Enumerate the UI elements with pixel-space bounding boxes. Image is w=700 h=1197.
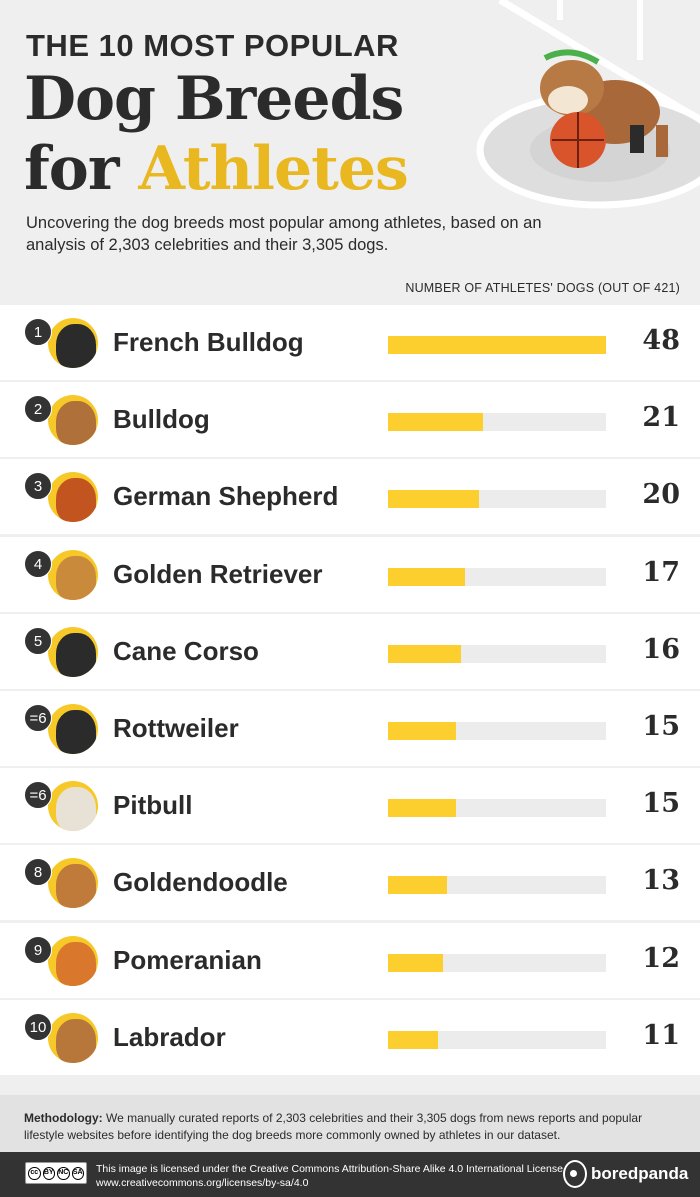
cc-icon: cc	[28, 1166, 41, 1180]
sa-icon: SA	[71, 1166, 84, 1180]
table-row: 5 Cane Corso 16	[0, 613, 700, 689]
license-text: This image is licensed under the Creativ…	[96, 1162, 563, 1190]
boredpanda-logo[interactable]: boredpanda	[563, 1160, 688, 1188]
table-row: 8 Goldendoodle 13	[0, 845, 700, 921]
rank-badge: =6	[24, 781, 52, 810]
by-icon: BY	[42, 1166, 55, 1180]
breed-name: Pomeranian	[113, 944, 262, 975]
footer: cc BY NC SA This image is licensed under…	[0, 1152, 700, 1197]
breed-name: Cane Corso	[113, 635, 259, 666]
table-row: 10 Labrador 11	[0, 999, 700, 1075]
bar	[388, 490, 479, 509]
data-label: 12	[642, 942, 680, 974]
data-label: 17	[642, 556, 680, 588]
bar	[388, 413, 484, 432]
basketball-court-dog-illustration	[476, 0, 700, 209]
bar-track	[388, 413, 606, 432]
data-label: 13	[642, 865, 680, 897]
data-label: 15	[642, 788, 680, 820]
bar	[388, 336, 606, 354]
breed-name: Golden Retriever	[113, 558, 323, 589]
title-prefix: for	[24, 134, 119, 204]
labrador-icon	[48, 1012, 98, 1063]
panda-icon	[563, 1160, 587, 1188]
title-accent: Athletes	[138, 134, 408, 204]
goldendoodle-icon	[48, 858, 98, 909]
bar	[388, 644, 461, 663]
table-row: 9 Pomeranian 12	[0, 922, 700, 998]
breed-name: Rottweiler	[113, 712, 239, 743]
license-link[interactable]: www.creativecommons.org/licenses/by-sa/4…	[96, 1177, 309, 1189]
rank-badge: 8	[24, 858, 52, 887]
data-label: 11	[642, 1019, 680, 1051]
pitbull-icon	[48, 781, 98, 832]
rottweiler-icon	[48, 703, 98, 754]
methodology-label: Methodology:	[24, 1111, 103, 1125]
bar	[388, 1030, 438, 1049]
data-label: 15	[642, 710, 680, 742]
breed-name: French Bulldog	[113, 327, 304, 357]
brand-name: boredpanda	[591, 1164, 689, 1183]
breed-name: Pitbull	[113, 790, 193, 821]
table-row: 3 German Shepherd 20	[0, 459, 700, 535]
rank-badge: 5	[24, 626, 52, 655]
table-row: =6 Pitbull 15	[0, 768, 700, 844]
bar	[388, 567, 466, 586]
cane-corso-icon	[48, 626, 98, 677]
bar-track	[388, 567, 606, 586]
rank-badge: 2	[24, 395, 52, 424]
bar	[388, 721, 457, 740]
nc-icon: NC	[57, 1166, 70, 1180]
bar-track	[388, 1030, 606, 1049]
kicker: THE 10 MOST POPULAR	[26, 28, 399, 63]
bar	[388, 799, 457, 818]
breed-name: Goldendoodle	[113, 867, 288, 898]
bar-track	[388, 336, 606, 354]
breed-name: Bulldog	[113, 404, 210, 435]
rank-badge: 10	[24, 1012, 52, 1041]
methodology-text: We manually curated reports of 2,303 cel…	[24, 1111, 643, 1142]
table-row: =6 Rottweiler 15	[0, 690, 700, 766]
title-line2: for Athletes	[24, 134, 409, 204]
breed-name: German Shepherd	[113, 481, 339, 512]
pomeranian-icon	[48, 935, 98, 986]
table-row: 4 Golden Retriever 17	[0, 536, 700, 612]
bar	[388, 876, 448, 895]
rank-badge: 1	[24, 318, 52, 346]
license-line: This image is licensed under the Creativ…	[96, 1163, 563, 1175]
bulldog-icon	[48, 395, 98, 446]
title-line1: Dog Breeds	[24, 64, 404, 134]
bar-track	[388, 953, 606, 972]
bar-track	[388, 644, 606, 663]
header: THE 10 MOST POPULAR Dog Breeds for Athle…	[0, 0, 700, 305]
german-shepherd-icon	[48, 472, 98, 523]
data-label: 21	[642, 402, 680, 434]
french-bulldog-icon	[48, 318, 98, 368]
table-row: 1 French Bulldog 48	[0, 305, 700, 380]
subtitle: Uncovering the dog breeds most popular a…	[26, 214, 542, 254]
bar-chart: 1 French Bulldog 48 2 Bulldog 21 3 Germa…	[0, 305, 700, 1077]
golden-retriever-icon	[48, 549, 98, 600]
bar-track	[388, 490, 606, 509]
rank-badge: 4	[24, 549, 52, 578]
data-label: 16	[642, 633, 680, 665]
rank-badge: =6	[24, 703, 52, 732]
breed-name: Labrador	[113, 1021, 226, 1052]
methodology: Methodology: We manually curated reports…	[0, 1095, 700, 1152]
bar-track	[388, 876, 606, 895]
creative-commons-icon: cc BY NC SA	[25, 1162, 87, 1184]
data-label: 48	[642, 325, 680, 356]
table-row: 2 Bulldog 21	[0, 382, 700, 458]
rank-badge: 9	[24, 935, 52, 964]
data-label: 20	[642, 479, 680, 511]
axis-label: NUMBER OF ATHLETES' DOGS (OUT OF 421)	[405, 281, 680, 295]
rank-badge: 3	[24, 472, 52, 501]
bar-track	[388, 799, 606, 818]
bar	[388, 953, 443, 972]
bar-track	[388, 721, 606, 740]
